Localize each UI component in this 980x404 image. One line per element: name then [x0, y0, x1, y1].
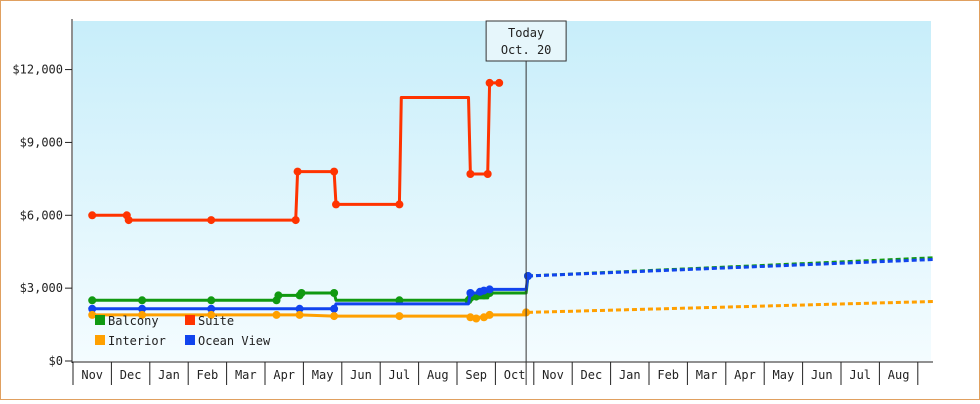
legend-label: Interior: [108, 334, 166, 348]
today-date-label: Oct. 20: [501, 43, 552, 57]
x-tick-label: Nov: [542, 368, 564, 382]
x-tick-label: Jun: [350, 368, 372, 382]
today-label-box: Today Oct. 20: [485, 20, 567, 62]
legend-label: Ocean View: [198, 334, 271, 348]
data-point[interactable]: [138, 310, 147, 319]
forecast-line: [527, 258, 934, 278]
data-point[interactable]: [330, 289, 339, 297]
data-point[interactable]: [207, 296, 216, 305]
series-ocean-view: [88, 258, 934, 313]
today-marker: Today Oct. 20: [485, 20, 567, 385]
legend-item-suite: Suite: [185, 314, 234, 328]
data-point[interactable]: [483, 170, 492, 178]
y-tick-label: $9,000: [20, 135, 63, 149]
x-tick-label: May: [312, 368, 334, 382]
data-point[interactable]: [472, 314, 481, 323]
x-tick-label: Mar: [235, 368, 257, 382]
legend-label: Balcony: [108, 314, 159, 328]
data-point[interactable]: [485, 310, 494, 319]
data-point[interactable]: [395, 312, 404, 321]
today-box-rect: [485, 20, 567, 62]
data-point[interactable]: [524, 272, 532, 280]
legend: Balcony Suite Interior Ocean View: [95, 314, 271, 348]
legend-swatch: [185, 335, 195, 345]
data-point[interactable]: [138, 304, 147, 313]
y-tick-label: $0: [49, 354, 63, 368]
y-axis-ticks: $0 $3,000 $6,000 $9,000 $12,000: [12, 63, 72, 368]
legend-item-ocean-view: Ocean View: [185, 334, 271, 348]
data-point[interactable]: [330, 312, 339, 321]
x-tick-label: Aug: [888, 368, 910, 382]
forecast-line: [527, 300, 934, 314]
x-tick-label: Apr: [273, 368, 295, 382]
series-interior: [88, 300, 934, 323]
y-tick-label: $12,000: [12, 63, 63, 77]
data-point[interactable]: [88, 211, 97, 220]
data-point[interactable]: [330, 304, 339, 313]
data-point[interactable]: [395, 200, 404, 209]
data-point[interactable]: [332, 200, 340, 209]
data-point[interactable]: [495, 78, 504, 87]
data-point[interactable]: [485, 285, 494, 294]
data-point[interactable]: [293, 167, 302, 176]
x-tick-label: Dec: [120, 368, 142, 382]
data-point[interactable]: [124, 216, 133, 225]
x-tick-label: Nov: [81, 368, 103, 382]
x-tick-label: Jul: [389, 368, 411, 382]
series-suite: [88, 78, 504, 225]
data-point[interactable]: [88, 310, 97, 319]
y-tick-label: $3,000: [20, 281, 63, 295]
data-point[interactable]: [295, 304, 304, 313]
data-point[interactable]: [272, 310, 281, 319]
data-point[interactable]: [395, 296, 404, 305]
x-tick-label: Jan: [619, 368, 641, 382]
legend-swatch: [185, 315, 195, 325]
x-tick-label: Oct: [504, 368, 526, 382]
data-point[interactable]: [466, 289, 475, 297]
x-axis-ticks: Nov Dec Jan Feb Mar Apr May Jun Jul Aug Sep Oct Nov D…: [72, 362, 919, 385]
data-point[interactable]: [466, 170, 475, 178]
x-tick-label: Feb: [657, 368, 679, 382]
data-point[interactable]: [88, 304, 97, 313]
x-tick-label: Aug: [427, 368, 449, 382]
data-point[interactable]: [330, 167, 339, 176]
data-point[interactable]: [207, 304, 216, 313]
x-tick-label: Jun: [811, 368, 833, 382]
x-tick-label: Apr: [734, 368, 756, 382]
legend-label: Suite: [198, 314, 234, 328]
data-point[interactable]: [297, 289, 306, 297]
data-point[interactable]: [207, 310, 216, 319]
legend-swatch: [95, 315, 105, 325]
x-tick-label: Mar: [696, 368, 718, 382]
x-tick-label: May: [773, 368, 795, 382]
series-layer: [88, 78, 934, 323]
legend-item-interior: Interior: [95, 334, 166, 348]
today-label: Today: [508, 26, 544, 40]
x-tick-label: Feb: [197, 368, 219, 382]
legend-swatch: [95, 335, 105, 345]
data-point[interactable]: [295, 310, 304, 319]
legend-item-balcony: Balcony: [95, 314, 159, 328]
data-point[interactable]: [291, 216, 300, 225]
data-point[interactable]: [485, 78, 494, 87]
data-point[interactable]: [138, 296, 147, 305]
data-point[interactable]: [207, 216, 216, 225]
x-tick-label: Dec: [581, 368, 603, 382]
x-tick-label: Jul: [849, 368, 871, 382]
data-point[interactable]: [274, 291, 283, 300]
x-tick-label: Sep: [465, 368, 487, 382]
data-point[interactable]: [88, 296, 97, 305]
x-tick-label: Jan: [158, 368, 180, 382]
y-tick-label: $6,000: [20, 208, 63, 222]
